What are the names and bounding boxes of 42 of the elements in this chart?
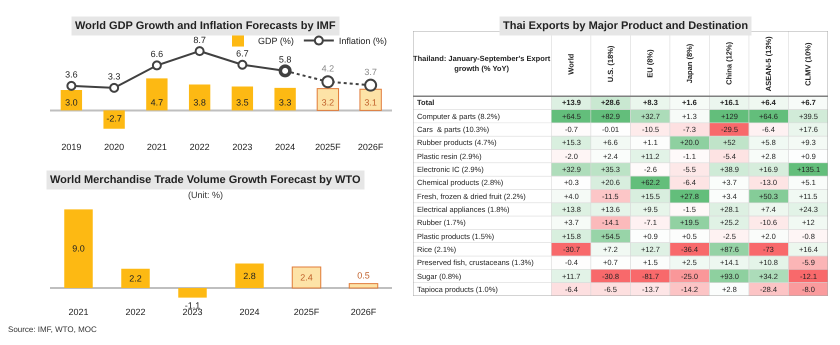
chart-title: World Merchandise Trade Volume Growth Forecast by WTO — [50, 174, 361, 186]
data-label: 2.4 — [300, 272, 313, 283]
x-tick-label: 2026F — [358, 142, 384, 152]
chart-title: World GDP Growth and Inflation Forecasts by IMF — [75, 20, 336, 32]
x-tick-label: 2020 — [104, 142, 124, 152]
data-label: 3.6 — [65, 70, 78, 80]
data-label: 0.5 — [357, 270, 370, 281]
data-label: 9.0 — [72, 244, 85, 254]
data-label: 3.3 — [108, 72, 120, 82]
x-tick-label: 2025F — [294, 307, 320, 317]
x-tick-label: 2025F — [315, 142, 342, 152]
data-label: 8.7 — [193, 34, 206, 45]
data-label: 6.6 — [150, 49, 164, 60]
x-tick-label: 2024 — [275, 142, 296, 152]
data-label: 6.7 — [236, 48, 249, 58]
data-label: 3.2 — [322, 97, 334, 108]
x-tick-label: 2019 — [61, 142, 82, 152]
data-label: 3.1 — [364, 97, 377, 108]
data-label: 5.8 — [278, 54, 292, 65]
legend-label: Inflation (%) — [338, 36, 387, 46]
legend-label: GDP (%) — [258, 36, 294, 46]
data-label: 3.8 — [193, 97, 206, 108]
data-label: 3.0 — [65, 97, 78, 108]
data-label: 2.8 — [243, 270, 256, 281]
data-label: 4.2 — [322, 64, 334, 74]
data-label: 4.7 — [150, 97, 164, 108]
text: (Unit: %) — [188, 190, 224, 200]
chart-title: Thai Exports by Major Product and Destination — [503, 20, 748, 32]
x-tick-label: 2021 — [146, 142, 167, 152]
x-tick-label: 2026F — [350, 307, 377, 317]
data-label: 3.5 — [236, 97, 249, 108]
x-tick-label: 2023 — [182, 307, 203, 317]
x-tick-label: 2021 — [68, 307, 89, 317]
x-tick-label: 2024 — [239, 307, 260, 317]
x-tick-label: 2023 — [232, 142, 252, 152]
data-label: 2.2 — [129, 273, 142, 284]
source-note: Source: IMF, WTO, MOC — [8, 325, 97, 334]
x-tick-label: 2022 — [125, 307, 146, 317]
data-label: -2.7 — [106, 113, 122, 124]
data-label: 3.7 — [364, 67, 377, 78]
x-tick-label: 2022 — [190, 142, 210, 152]
data-label: 3.3 — [278, 97, 292, 108]
